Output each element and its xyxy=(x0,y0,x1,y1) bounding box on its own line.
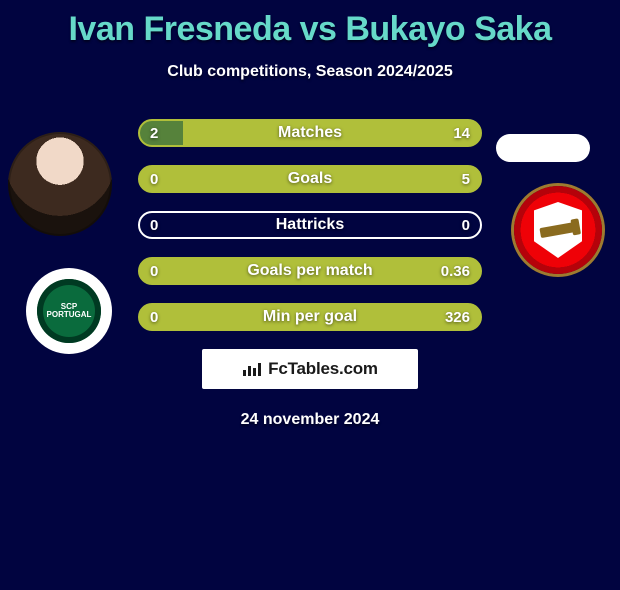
page-title: Ivan Fresneda vs Bukayo Saka xyxy=(0,10,620,49)
stat-row-min_per_goal: 0326Min per goal xyxy=(138,303,482,331)
source-text: FcTables.com xyxy=(268,359,378,379)
stat-pill xyxy=(138,165,482,193)
stat-pill xyxy=(138,303,482,331)
snapshot-date: 24 november 2024 xyxy=(0,411,620,429)
subtitle: Club competitions, Season 2024/2025 xyxy=(0,63,620,81)
stat-fill-left xyxy=(140,121,183,145)
stat-row-matches: 214Matches xyxy=(138,119,482,147)
source-attribution: FcTables.com xyxy=(202,349,418,389)
cannon-icon xyxy=(539,222,576,238)
stat-row-hattricks: 00Hattricks xyxy=(138,211,482,239)
player-right-avatar xyxy=(496,134,590,162)
stat-row-gpm: 00.36Goals per match xyxy=(138,257,482,285)
stat-row-goals: 05Goals xyxy=(138,165,482,193)
badge-left-text: SCPPORTUGAL xyxy=(47,303,92,320)
player-left-avatar xyxy=(8,132,112,236)
stat-pill xyxy=(138,211,482,239)
stat-pill xyxy=(138,119,482,147)
stat-pill xyxy=(138,257,482,285)
player-right-club-badge xyxy=(514,186,602,274)
chart-icon xyxy=(242,361,262,377)
player-left-club-badge: SCPPORTUGAL xyxy=(26,268,112,354)
